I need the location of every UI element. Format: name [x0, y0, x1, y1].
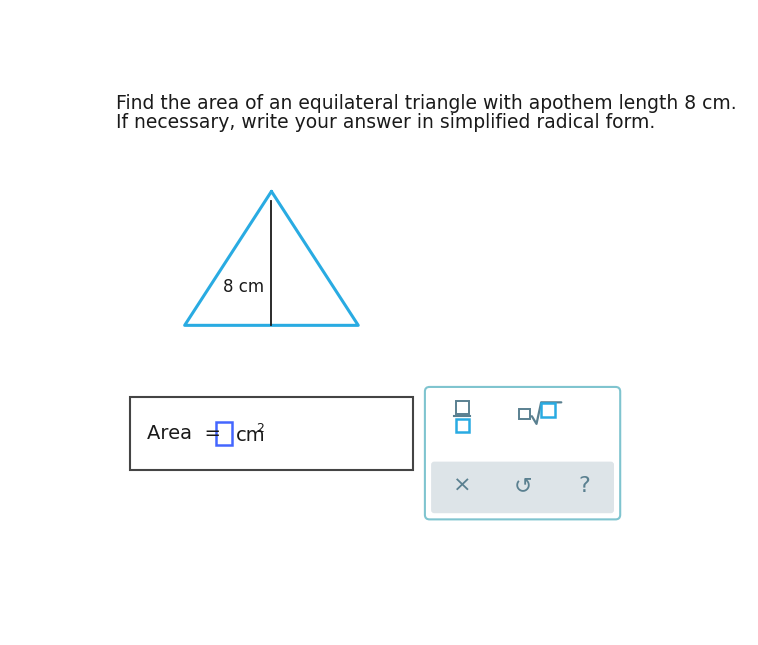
FancyBboxPatch shape [541, 403, 555, 417]
FancyBboxPatch shape [425, 387, 620, 519]
Text: Find the area of an equilateral triangle with apothem length 8 cm.: Find the area of an equilateral triangle… [117, 94, 737, 114]
FancyBboxPatch shape [456, 401, 468, 414]
FancyBboxPatch shape [456, 419, 468, 432]
Text: ↺: ↺ [513, 476, 532, 496]
Text: If necessary, write your answer in simplified radical form.: If necessary, write your answer in simpl… [117, 113, 656, 132]
FancyBboxPatch shape [431, 462, 614, 513]
Text: ×: × [453, 476, 471, 496]
FancyBboxPatch shape [217, 422, 232, 445]
FancyBboxPatch shape [130, 397, 412, 470]
Text: 8 cm: 8 cm [223, 278, 264, 296]
Text: cm: cm [236, 426, 265, 444]
Text: Area  =: Area = [147, 424, 221, 443]
Text: ?: ? [578, 476, 590, 496]
FancyBboxPatch shape [518, 408, 530, 419]
Text: 2: 2 [256, 422, 264, 435]
